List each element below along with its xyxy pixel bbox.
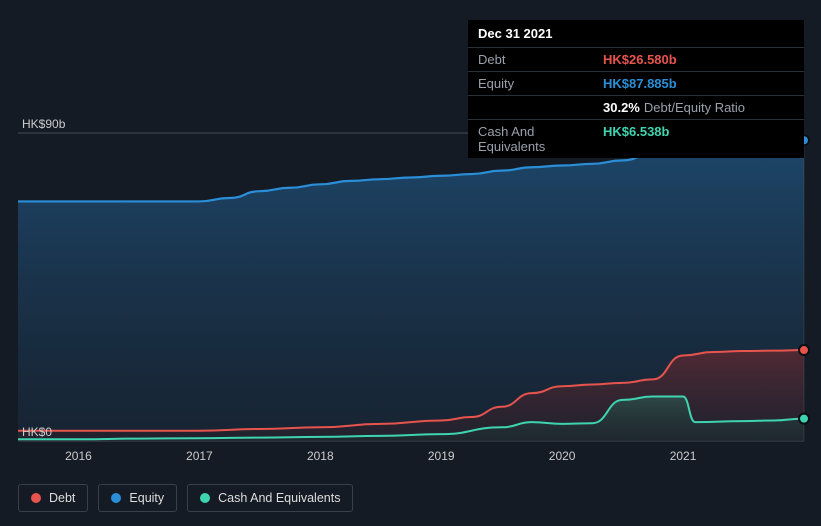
y-axis-label: HK$90b: [22, 117, 82, 131]
tooltip-suffix: Debt/Equity Ratio: [644, 100, 745, 115]
tooltip-value: HK$26.580b: [603, 52, 677, 67]
x-axis-label: 2020: [549, 449, 576, 463]
legend-item[interactable]: Debt: [18, 484, 88, 512]
x-axis-label: 2018: [307, 449, 334, 463]
chart-legend: Debt Equity Cash And Equivalents: [18, 484, 353, 512]
x-axis-label: 2017: [186, 449, 213, 463]
legend-swatch: [200, 493, 210, 503]
legend-swatch: [31, 493, 41, 503]
tooltip-label: [478, 100, 603, 115]
legend-label: Cash And Equivalents: [218, 491, 340, 505]
tooltip-label: Debt: [478, 52, 603, 67]
chart-tooltip: Dec 31 2021 DebtHK$26.580bEquityHK$87.88…: [468, 20, 804, 158]
tooltip-value: 30.2%Debt/Equity Ratio: [603, 100, 745, 115]
legend-swatch: [111, 493, 121, 503]
legend-label: Debt: [49, 491, 75, 505]
tooltip-row: EquityHK$87.885b: [468, 72, 804, 96]
x-axis-label: 2021: [670, 449, 697, 463]
tooltip-row: DebtHK$26.580b: [468, 48, 804, 72]
legend-item[interactable]: Equity: [98, 484, 177, 512]
tooltip-value: HK$87.885b: [603, 76, 677, 91]
y-axis-label: HK$0: [22, 425, 82, 439]
tooltip-label: Cash And Equivalents: [478, 124, 603, 154]
tooltip-date: Dec 31 2021: [468, 20, 804, 48]
tooltip-rows: DebtHK$26.580bEquityHK$87.885b30.2%Debt/…: [468, 48, 804, 158]
x-axis-label: 2019: [428, 449, 455, 463]
tooltip-row: Cash And EquivalentsHK$6.538b: [468, 120, 804, 158]
legend-item[interactable]: Cash And Equivalents: [187, 484, 353, 512]
x-axis-label: 2016: [65, 449, 92, 463]
legend-label: Equity: [129, 491, 164, 505]
tooltip-value: HK$6.538b: [603, 124, 669, 154]
tooltip-label: Equity: [478, 76, 603, 91]
tooltip-row: 30.2%Debt/Equity Ratio: [468, 96, 804, 120]
